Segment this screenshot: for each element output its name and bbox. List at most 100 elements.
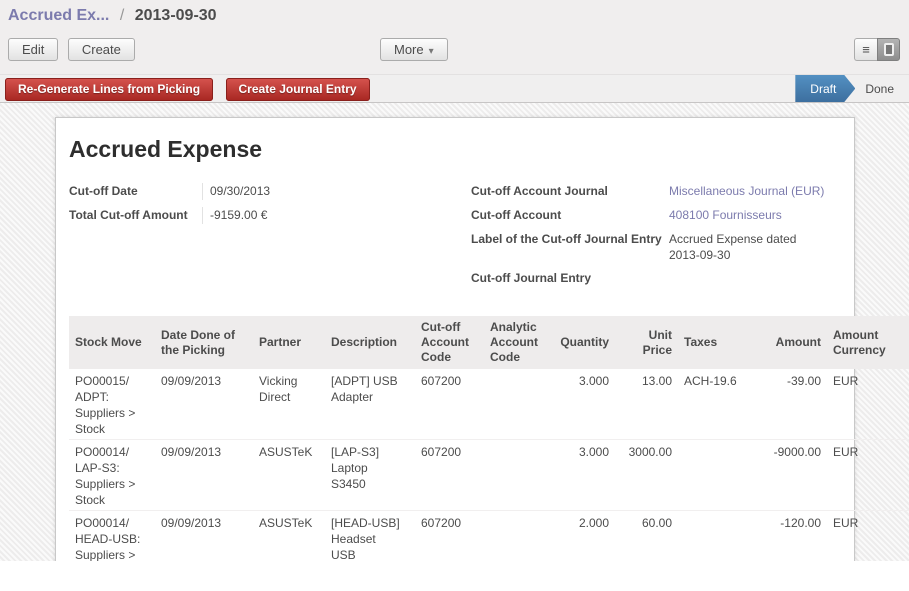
table-cell	[484, 510, 546, 561]
table-cell	[484, 369, 546, 440]
table-cell	[678, 510, 750, 561]
table-cell: 607200	[415, 369, 484, 440]
more-label: More	[394, 42, 424, 57]
column-header[interactable]: Unit Price	[615, 316, 678, 369]
breadcrumb-current: 2013-09-30	[134, 7, 217, 24]
table-cell: 3.000	[546, 439, 615, 511]
table-body: PO00015/ ADPT: Suppliers > Stock 09/09/20…	[69, 369, 909, 561]
column-header[interactable]: Stock Move	[69, 316, 155, 369]
field-group-right: Cut-off Account Journal Miscellaneous Jo…	[471, 183, 841, 294]
regenerate-lines-button[interactable]: Re-Generate Lines from Picking	[5, 77, 214, 101]
table-cell: -39.00	[901, 369, 909, 440]
table-cell: -120.00	[750, 510, 827, 561]
column-header[interactable]: Amount Currency	[827, 316, 901, 369]
column-header[interactable]: Cut-off Account Code	[415, 316, 484, 369]
field-label: Label of the Cut-off Journal Entry	[471, 232, 662, 246]
table-cell: -120.00	[901, 510, 909, 561]
field-label: Cut-off Account	[471, 208, 562, 222]
column-header[interactable]: Quantity	[546, 316, 615, 369]
field-label: Cut-off Journal Entry	[471, 271, 591, 285]
cutoff-lines-table: Stock Move Date Done of the Picking Partne…	[69, 316, 909, 561]
table-cell: Vicking Direct	[253, 369, 325, 440]
breadcrumb-parent-link[interactable]: Accrued Ex...	[8, 7, 110, 24]
table-cell: 09/09/2013	[155, 439, 253, 511]
table-cell: 2.000	[546, 510, 615, 561]
table-cell: EUR	[827, 369, 901, 440]
table-cell: [ADPT] USB Adapter	[325, 369, 415, 440]
column-header[interactable]: Date Done of the Picking	[155, 316, 253, 369]
table-row[interactable]: PO00015/ ADPT: Suppliers > Stock 09/09/20…	[69, 369, 909, 440]
more-dropdown-button[interactable]: More ▾	[380, 38, 448, 61]
field-value: -9159.00 €	[202, 207, 267, 224]
list-view-button[interactable]: ≡	[854, 38, 877, 61]
status-state-draft: Draft	[795, 75, 855, 102]
field-groups: Cut-off Date 09/30/2013 Total Cut-off Am…	[69, 183, 841, 294]
status-states: Draft Done	[795, 75, 909, 102]
table-cell: 09/09/2013	[155, 510, 253, 561]
create-journal-entry-button[interactable]: Create Journal Entry	[225, 77, 370, 101]
table-cell: [LAP-S3] Laptop S3450	[325, 439, 415, 511]
table-cell: PO00015/ ADPT: Suppliers > Stock	[69, 369, 155, 440]
statusbar-actions: Re-Generate Lines from Picking Create Jo…	[5, 77, 378, 101]
list-view-icon: ≡	[862, 42, 870, 57]
table-cell: ACH-19.6	[678, 369, 750, 440]
form-sheet: Accrued Expense Cut-off Date 09/30/2013 …	[55, 117, 909, 561]
journal-link[interactable]: Miscellaneous Journal (EUR)	[669, 184, 825, 198]
table-cell: EUR	[827, 510, 901, 561]
table-row[interactable]: PO00014/ HEAD-USB: Suppliers > Stock09/0…	[69, 510, 909, 561]
table-row[interactable]: PO00014/ LAP-S3: Suppliers > Stock 09/09/…	[69, 439, 909, 511]
column-header[interactable]: Cut-off Amount	[901, 316, 909, 369]
account-link[interactable]: 408100 Fournisseurs	[669, 208, 782, 222]
table-header-row: Stock Move Date Done of the Picking Partne…	[69, 316, 909, 369]
chevron-down-icon: ▾	[428, 46, 434, 57]
table-cell: -9000.00	[750, 439, 827, 511]
toolbar: Edit Create More ▾ ≡	[8, 38, 901, 62]
table-header: Stock Move Date Done of the Picking Partne…	[69, 316, 909, 369]
page-title: Accrued Expense	[69, 136, 263, 162]
table-cell: 3.000	[546, 369, 615, 440]
table-cell	[678, 439, 750, 511]
table-cell: ASUSTeK	[253, 439, 325, 511]
field-cutoff-account: Cut-off Account 408100 Fournisseurs	[471, 207, 841, 224]
lines-table-container: Stock Move Date Done of the Picking Partne…	[69, 316, 909, 561]
table-cell: EUR	[827, 439, 901, 511]
table-cell: -39.00	[750, 369, 827, 440]
field-cutoff-date: Cut-off Date 09/30/2013	[69, 183, 443, 200]
field-total-cutoff-amount: Total Cut-off Amount -9159.00 €	[69, 207, 443, 224]
control-panel: Accrued Ex... / 2013-09-30 Edit Create M…	[0, 0, 909, 74]
table-cell: PO00014/ HEAD-USB: Suppliers > Stock	[69, 510, 155, 561]
field-group-left: Cut-off Date 09/30/2013 Total Cut-off Am…	[69, 183, 443, 294]
field-label: Cut-off Date	[69, 184, 138, 198]
breadcrumb-separator: /	[119, 7, 125, 24]
table-cell: -9000.00	[901, 439, 909, 511]
field-journal-entry-label: Label of the Cut-off Journal Entry Accru…	[471, 231, 841, 263]
column-header[interactable]: Taxes	[678, 316, 750, 369]
breadcrumb: Accrued Ex... / 2013-09-30	[8, 7, 901, 25]
field-value: Accrued Expense dated 2013-09-30	[669, 232, 797, 262]
table-cell: 3000.00	[615, 439, 678, 511]
table-cell	[484, 439, 546, 511]
table-cell: 60.00	[615, 510, 678, 561]
table-cell: PO00014/ LAP-S3: Suppliers > Stock	[69, 439, 155, 511]
table-cell: 13.00	[615, 369, 678, 440]
create-button[interactable]: Create	[67, 38, 135, 61]
statusbar: Re-Generate Lines from Picking Create Jo…	[0, 74, 909, 103]
field-cutoff-account-journal: Cut-off Account Journal Miscellaneous Jo…	[471, 183, 841, 200]
view-switcher: ≡	[854, 38, 900, 61]
table-cell: 607200	[415, 510, 484, 561]
table-cell: 09/09/2013	[155, 369, 253, 440]
field-label: Total Cut-off Amount	[69, 208, 188, 222]
field-label: Cut-off Account Journal	[471, 184, 608, 198]
field-cutoff-journal-entry: Cut-off Journal Entry	[471, 270, 841, 287]
table-cell: [HEAD-USB] Headset USB	[325, 510, 415, 561]
column-header[interactable]: Amount	[750, 316, 827, 369]
table-cell: ASUSTeK	[253, 510, 325, 561]
column-header[interactable]: Description	[325, 316, 415, 369]
column-header[interactable]: Analytic Account Code	[484, 316, 546, 369]
edit-button[interactable]: Edit	[8, 38, 59, 61]
content-area: Accrued Expense Cut-off Date 09/30/2013 …	[0, 103, 909, 561]
form-view-button[interactable]	[877, 38, 900, 61]
column-header[interactable]: Partner	[253, 316, 325, 369]
table-cell: 607200	[415, 439, 484, 511]
